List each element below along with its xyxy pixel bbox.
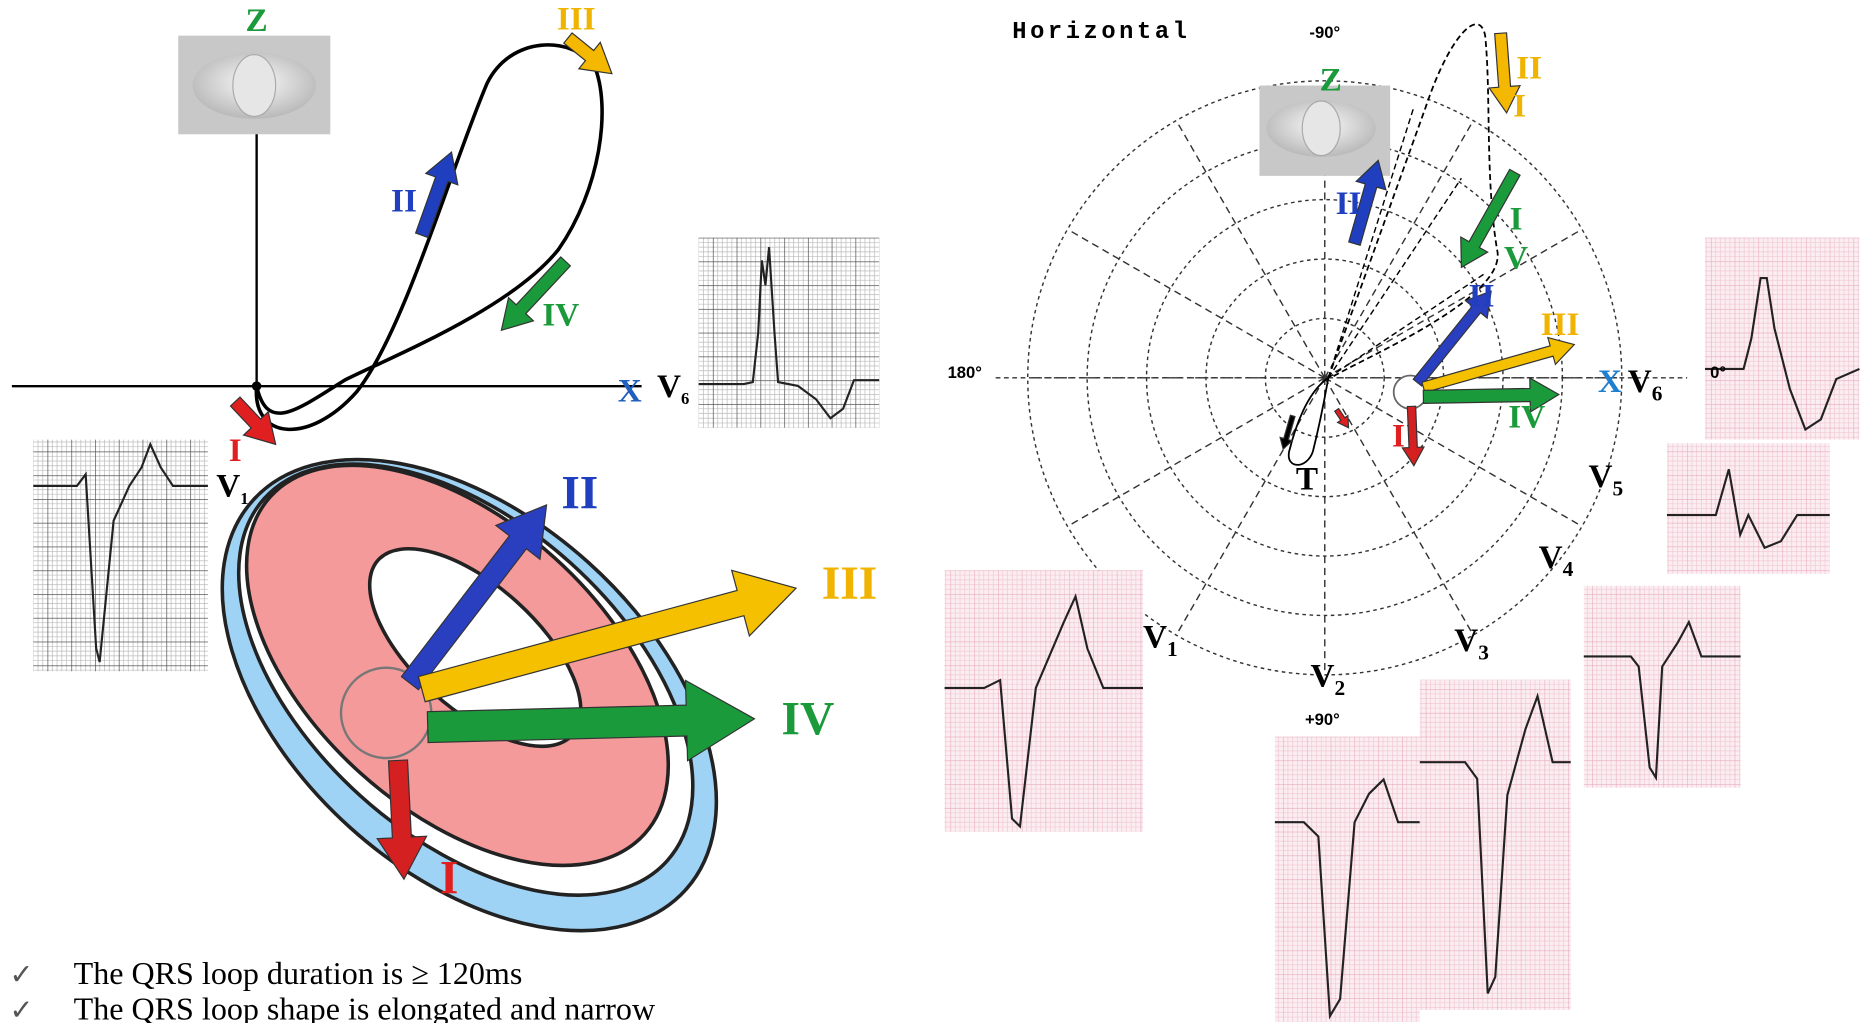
loop-arrow-label: II xyxy=(1516,49,1542,86)
ecg-v1 xyxy=(33,440,208,672)
lead-label: V4 xyxy=(1539,539,1574,581)
lead-index: 5 xyxy=(1613,476,1624,500)
lead-index: 1 xyxy=(1167,637,1178,661)
lead-label: V3 xyxy=(1454,622,1489,664)
polar-spoke xyxy=(1176,378,1325,635)
vector-label: IV xyxy=(782,693,835,745)
lead-letter: V xyxy=(1628,363,1652,400)
axis-x-label: X xyxy=(618,373,642,410)
angle-label: 0° xyxy=(1710,363,1726,382)
lead-letter: V xyxy=(657,368,681,405)
lead-index: 2 xyxy=(1335,676,1346,700)
ecg-v6-strip xyxy=(1705,238,1859,440)
body: {"left_loop":{"axis_z":"Z","axis_x":"X",… xyxy=(0,0,1863,1023)
lead-label: V1 xyxy=(216,468,248,508)
vector-label: III xyxy=(822,558,877,610)
loop-arrow-label: III xyxy=(557,1,596,38)
angle-label: -90° xyxy=(1309,23,1340,42)
note: The QRS loop shape is elongated and narr… xyxy=(74,990,656,1023)
check-mark: ✓ xyxy=(10,995,34,1023)
ecg-v3-strip xyxy=(1420,680,1571,1010)
lead-index: 1 xyxy=(240,489,248,508)
lead-letter: V xyxy=(216,468,240,505)
lead-label: V5 xyxy=(1589,458,1624,500)
vector-label: I xyxy=(1392,418,1405,455)
shapes xyxy=(12,24,1860,1022)
loop-arrow-label: II xyxy=(1336,185,1362,222)
diagram: Z X III II IV I V6 V1 II III IV I Horizo… xyxy=(0,0,1863,1023)
t-loop xyxy=(1289,378,1329,465)
lead-letter: V xyxy=(1311,658,1335,695)
ecg-v1-strip xyxy=(945,570,1143,831)
t-label: T xyxy=(1296,461,1318,498)
loop-arrow-label: II xyxy=(391,182,417,219)
lead-letter: V xyxy=(1454,622,1478,659)
plane-title: Horizontal xyxy=(1012,19,1190,46)
vector-label: III xyxy=(1541,306,1580,343)
loop-arrow-label: V xyxy=(1504,240,1528,277)
loop-arrow-label: I xyxy=(1513,87,1526,124)
vector-label: I xyxy=(440,852,459,904)
ecg-v6 xyxy=(699,238,880,428)
lead-index: 6 xyxy=(681,389,689,408)
loop-arrow xyxy=(1335,409,1349,428)
ecg-v4-strip xyxy=(1584,586,1741,788)
polar-spoke xyxy=(1068,378,1325,527)
vector-label: IV xyxy=(1508,399,1545,436)
angle-label: 180° xyxy=(948,363,982,382)
lead-letter: V xyxy=(1143,619,1167,656)
loop-arrow xyxy=(564,33,612,74)
vector-arrow xyxy=(1402,406,1424,466)
ecg-v5-strip xyxy=(1667,443,1830,574)
angle-label: +90° xyxy=(1305,710,1340,729)
lead-label: V6 xyxy=(657,368,689,408)
axis-z-label: Z xyxy=(1320,61,1342,98)
lead-index: 3 xyxy=(1478,640,1489,664)
axis-x-label: X xyxy=(1598,363,1622,400)
note: The QRS loop duration is ≥ 120ms xyxy=(74,955,523,991)
lead-label: V2 xyxy=(1311,658,1346,700)
lead-label: V1 xyxy=(1143,619,1178,661)
lead-letter: V xyxy=(1589,458,1613,495)
loop-arrow-label: IV xyxy=(542,297,579,334)
page: html,body{margin:0;padding:0;background:… xyxy=(0,0,1863,1023)
lead-label: V6 xyxy=(1628,363,1663,405)
lead-index: 6 xyxy=(1652,381,1663,405)
check-mark: ✓ xyxy=(10,960,34,991)
ecg-v2-strip xyxy=(1275,737,1420,1022)
axis-z-label: Z xyxy=(246,2,268,39)
loop-arrow xyxy=(416,152,458,237)
polar-spoke xyxy=(1068,229,1325,378)
torso xyxy=(1302,101,1340,156)
torso xyxy=(233,55,276,117)
loop-arrow-label: I xyxy=(229,432,242,469)
loop-arrow-label: I xyxy=(1510,200,1523,237)
vector-label: II xyxy=(1469,278,1495,315)
lead-letter: V xyxy=(1539,539,1563,576)
lead-index: 4 xyxy=(1563,557,1574,581)
vector-label: II xyxy=(561,468,598,520)
